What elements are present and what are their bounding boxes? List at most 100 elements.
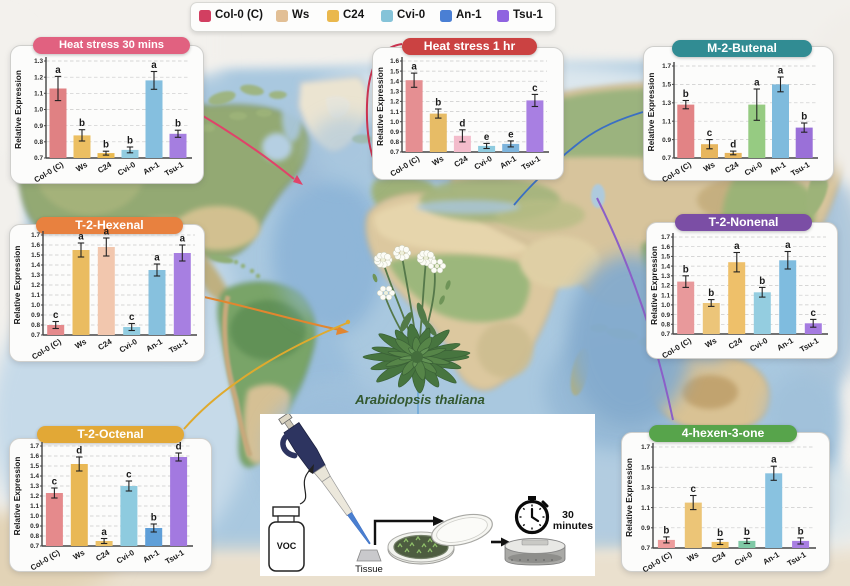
svg-text:Relative Expression: Relative Expression — [12, 246, 22, 325]
svg-text:c: c — [690, 484, 696, 495]
svg-text:a: a — [180, 234, 186, 245]
svg-text:b: b — [151, 513, 157, 524]
svg-text:Tsu-1: Tsu-1 — [520, 154, 543, 172]
svg-text:b: b — [708, 288, 714, 299]
svg-text:b: b — [175, 119, 181, 130]
svg-text:b: b — [663, 525, 669, 536]
svg-text:1.1: 1.1 — [662, 118, 671, 125]
svg-text:Cvi-0: Cvi-0 — [118, 337, 140, 355]
svg-text:1.5: 1.5 — [641, 464, 650, 471]
svg-text:1.0: 1.0 — [30, 513, 39, 520]
svg-text:e: e — [508, 129, 514, 140]
svg-text:a: a — [55, 65, 61, 76]
svg-text:0.9: 0.9 — [34, 123, 43, 130]
svg-text:b: b — [744, 527, 750, 538]
svg-text:Cvi-0: Cvi-0 — [473, 154, 495, 172]
svg-text:1.2: 1.2 — [31, 282, 40, 289]
svg-text:0.8: 0.8 — [661, 322, 670, 329]
svg-text:Tsu-1: Tsu-1 — [163, 160, 186, 178]
svg-text:1.6: 1.6 — [661, 244, 670, 251]
svg-text:0.7: 0.7 — [34, 155, 43, 162]
svg-text:0.8: 0.8 — [34, 139, 43, 146]
svg-text:Relative Expression: Relative Expression — [624, 458, 634, 537]
svg-text:Cvi-0: Cvi-0 — [733, 550, 755, 568]
svg-text:c: c — [532, 83, 538, 94]
svg-text:1.3: 1.3 — [661, 273, 670, 280]
svg-text:1.1: 1.1 — [31, 292, 40, 299]
svg-text:b: b — [798, 526, 804, 537]
svg-text:1.6: 1.6 — [31, 242, 40, 249]
svg-text:Relative Expression: Relative Expression — [375, 67, 385, 146]
svg-text:c: c — [810, 308, 816, 319]
svg-text:1.3: 1.3 — [31, 272, 40, 279]
svg-text:c: c — [126, 470, 132, 481]
svg-text:1.6: 1.6 — [30, 453, 39, 460]
svg-text:0.9: 0.9 — [641, 525, 650, 532]
svg-text:b: b — [79, 118, 85, 129]
svg-text:a: a — [411, 62, 417, 73]
svg-text:1.3: 1.3 — [34, 58, 43, 65]
svg-text:Col-0 (C): Col-0 (C) — [30, 337, 63, 362]
svg-text:c: c — [129, 312, 135, 323]
svg-text:Tsu-1: Tsu-1 — [786, 550, 809, 568]
svg-text:d: d — [176, 442, 182, 453]
svg-text:1.4: 1.4 — [661, 263, 670, 270]
svg-text:a: a — [785, 240, 791, 251]
svg-text:a: a — [101, 527, 107, 538]
svg-text:Ws: Ws — [73, 337, 88, 351]
svg-text:a: a — [151, 60, 157, 71]
svg-text:1.7: 1.7 — [661, 234, 670, 241]
svg-text:1.5: 1.5 — [30, 463, 39, 470]
svg-text:Tsu-1: Tsu-1 — [798, 336, 821, 354]
svg-text:1.6: 1.6 — [390, 58, 399, 65]
svg-text:0.7: 0.7 — [641, 545, 650, 552]
svg-text:An-1: An-1 — [142, 160, 162, 177]
svg-text:1.3: 1.3 — [662, 100, 671, 107]
svg-text:b: b — [759, 276, 765, 287]
svg-text:Tsu-1: Tsu-1 — [164, 548, 187, 566]
svg-text:1.1: 1.1 — [30, 503, 39, 510]
svg-text:b: b — [435, 98, 441, 109]
svg-text:C24: C24 — [96, 337, 113, 352]
svg-text:VOC: VOC — [277, 541, 297, 551]
svg-text:Col-0 (C): Col-0 (C) — [389, 154, 422, 179]
svg-text:Cvi-0: Cvi-0 — [748, 336, 770, 354]
svg-text:1.1: 1.1 — [390, 109, 399, 116]
svg-text:1.7: 1.7 — [641, 444, 650, 451]
svg-text:C24: C24 — [96, 160, 113, 175]
svg-text:b: b — [801, 112, 807, 123]
svg-text:Cvi-0: Cvi-0 — [115, 548, 137, 566]
svg-text:Relative Expression: Relative Expression — [12, 457, 22, 536]
svg-text:Tsu-1: Tsu-1 — [789, 160, 812, 178]
svg-text:Col-0 (C): Col-0 (C) — [29, 548, 62, 573]
svg-text:An-1: An-1 — [768, 160, 788, 177]
svg-text:c: c — [52, 477, 58, 488]
svg-text:0.8: 0.8 — [390, 139, 399, 146]
svg-text:1.0: 1.0 — [31, 302, 40, 309]
svg-text:An-1: An-1 — [498, 154, 518, 171]
svg-text:1.1: 1.1 — [34, 91, 43, 98]
svg-text:b: b — [717, 528, 723, 539]
svg-text:0.7: 0.7 — [661, 331, 670, 338]
svg-text:0.7: 0.7 — [31, 332, 40, 339]
svg-text:b: b — [103, 140, 109, 151]
svg-text:1.5: 1.5 — [661, 254, 670, 261]
svg-text:Tissue: Tissue — [355, 564, 383, 575]
svg-text:Col-0 (C): Col-0 (C) — [660, 336, 693, 361]
svg-text:0.7: 0.7 — [390, 149, 399, 156]
svg-text:1.3: 1.3 — [390, 89, 399, 96]
svg-text:30: 30 — [562, 509, 574, 521]
svg-text:1.2: 1.2 — [390, 99, 399, 106]
svg-text:0.9: 0.9 — [30, 523, 39, 530]
svg-text:Ws: Ws — [72, 548, 87, 562]
svg-text:a: a — [754, 78, 760, 89]
svg-text:C24: C24 — [727, 336, 744, 351]
svg-text:1.4: 1.4 — [390, 78, 399, 85]
svg-text:Ws: Ws — [704, 336, 719, 350]
svg-text:c: c — [707, 128, 713, 139]
svg-text:Relative Expression: Relative Expression — [13, 70, 23, 149]
svg-text:0.9: 0.9 — [662, 137, 671, 144]
svg-text:1.2: 1.2 — [30, 493, 39, 500]
svg-text:e: e — [484, 132, 490, 143]
svg-text:1.5: 1.5 — [662, 82, 671, 89]
